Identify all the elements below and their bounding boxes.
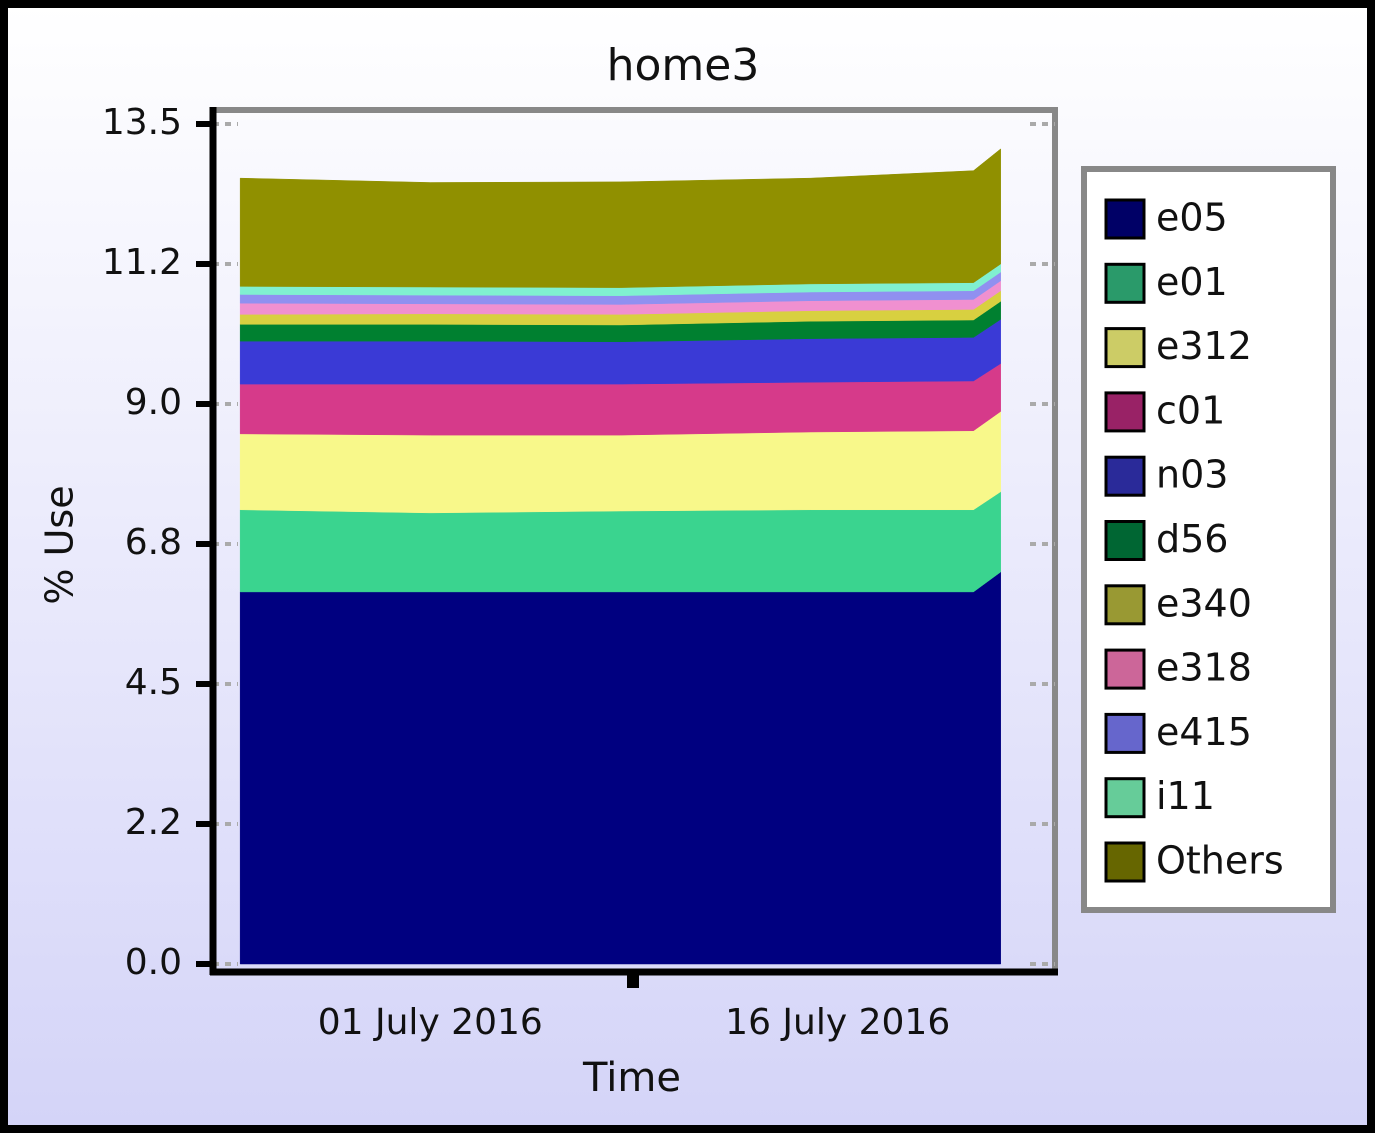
legend-label: e340 — [1156, 581, 1252, 625]
legend-label: n03 — [1156, 453, 1228, 497]
legend-swatch — [1104, 712, 1146, 754]
y-axis-label: % Use — [38, 485, 82, 604]
legend-label: e318 — [1156, 646, 1252, 690]
x-tick-label: 16 July 2016 — [725, 1002, 950, 1043]
legend-label: Others — [1156, 839, 1284, 883]
chart-title: home3 — [607, 40, 760, 91]
y-tick-label: 11.2 — [102, 242, 182, 283]
y-tick-label: 4.5 — [125, 662, 182, 703]
legend-swatch — [1104, 327, 1146, 369]
x-tick-label: 01 July 2016 — [318, 1002, 543, 1043]
legend-label: e05 — [1156, 196, 1228, 240]
area — [239, 148, 1001, 288]
y-tick-label: 6.8 — [125, 522, 182, 563]
legend-label: e312 — [1156, 324, 1252, 368]
legend-label: c01 — [1156, 388, 1225, 432]
legend-swatch — [1104, 391, 1146, 433]
y-tick-label: 0.0 — [125, 942, 182, 983]
legend-swatch — [1104, 455, 1146, 497]
y-tick-label: 2.2 — [125, 802, 182, 843]
plot-area: 0.0 2.2 4.5 6.8 9.0 11.2 13.5 01 July 2016 16 Ju… — [102, 102, 1058, 1043]
legend-swatch — [1104, 841, 1146, 883]
legend-swatch — [1104, 777, 1146, 819]
legend-swatch — [1104, 584, 1146, 626]
legend: e05 e01 e312 c01 n03 d56 e340 e318 e415 i11 Others — [1104, 196, 1284, 883]
area — [239, 571, 1001, 965]
y-tick-label: 9.0 — [125, 382, 182, 423]
legend-label: d56 — [1156, 517, 1228, 561]
y-tick-label: 13.5 — [102, 102, 182, 143]
legend-swatch — [1104, 520, 1146, 561]
x-axis-label: Time — [582, 1055, 681, 1101]
legend-label: i11 — [1156, 774, 1215, 818]
legend-swatch — [1104, 198, 1146, 240]
legend-swatch — [1104, 648, 1146, 690]
legend-label: e415 — [1156, 710, 1252, 754]
x-axis-marker — [627, 972, 639, 988]
legend-label: e01 — [1156, 260, 1228, 304]
legend-swatch — [1104, 262, 1146, 304]
